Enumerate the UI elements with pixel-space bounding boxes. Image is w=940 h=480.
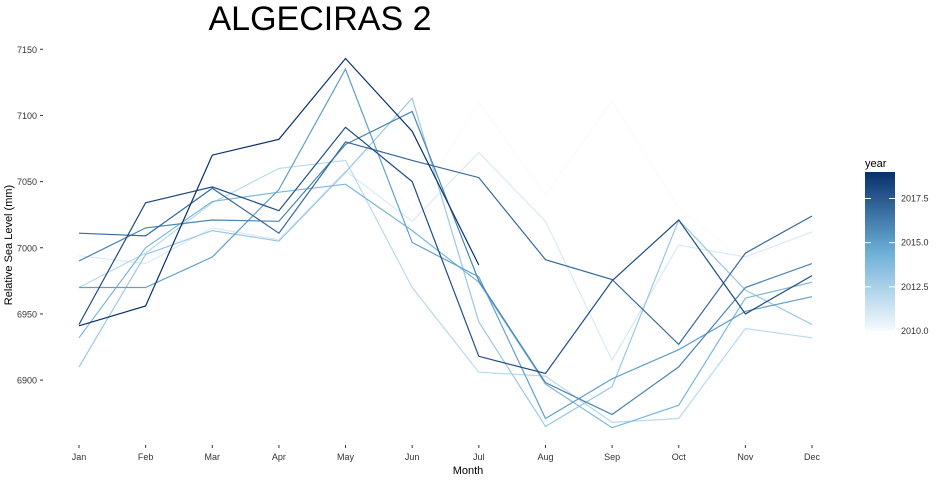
x-tick-label: Mar <box>205 452 221 462</box>
y-axis: 6900 6950 7000 7050 7100 7150 <box>17 45 43 386</box>
legend-tick-label: 2012.5 <box>901 282 929 292</box>
y-tick-label: 7050 <box>17 177 37 187</box>
x-tick-label: Aug <box>537 452 553 462</box>
y-axis-label: Relative Sea Level (mm) <box>3 185 15 305</box>
y-tick-label: 7000 <box>17 243 37 253</box>
series-line-2010 <box>78 99 813 265</box>
x-tick-label: Jan <box>72 452 87 462</box>
y-tick-label: 6950 <box>17 309 37 319</box>
series-line-2012 <box>78 159 813 424</box>
y-tick-label: 7150 <box>17 45 37 55</box>
chart-title: ALGECIRAS 2 <box>209 0 432 38</box>
series-line-2016 <box>78 110 813 416</box>
y-tick-label: 7100 <box>17 111 37 121</box>
legend-title: year <box>865 158 887 170</box>
series-line-2019 <box>78 57 480 327</box>
x-axis-label: Month <box>453 465 484 477</box>
series-line-2015 <box>79 67 813 420</box>
x-tick-label: Oct <box>672 452 687 462</box>
y-tick-label: 6900 <box>17 376 37 386</box>
series-line-2011 <box>78 151 813 362</box>
series-line-2018 <box>78 126 813 375</box>
x-tick-label: Nov <box>737 452 754 462</box>
x-tick-label: Feb <box>138 452 154 462</box>
series-line-2013 <box>78 97 813 428</box>
x-tick-label: Sep <box>604 452 620 462</box>
legend-tick-label: 2017.5 <box>901 194 929 204</box>
legend-ticks: 2010.0 2012.5 2015.0 2017.5 <box>865 194 929 336</box>
x-tick-label: May <box>337 452 355 462</box>
x-tick-label: Jul <box>473 452 485 462</box>
x-tick-label: Apr <box>272 452 286 462</box>
x-axis: Jan Feb Mar Apr May Jun Jul Aug Sep Oct Nov Dec <box>72 445 821 462</box>
legend: year 2010.0 2012.5 2015.0 2017.5 <box>865 158 929 336</box>
series-layer <box>78 57 813 429</box>
legend-tick-label: 2010.0 <box>901 326 929 336</box>
legend-tick-label: 2015.0 <box>901 238 929 248</box>
series-line-2017 <box>78 141 813 346</box>
series-line-2014 <box>78 183 813 429</box>
x-tick-label: Jun <box>405 452 420 462</box>
x-tick-label: Dec <box>804 452 821 462</box>
colorbar <box>865 172 895 331</box>
